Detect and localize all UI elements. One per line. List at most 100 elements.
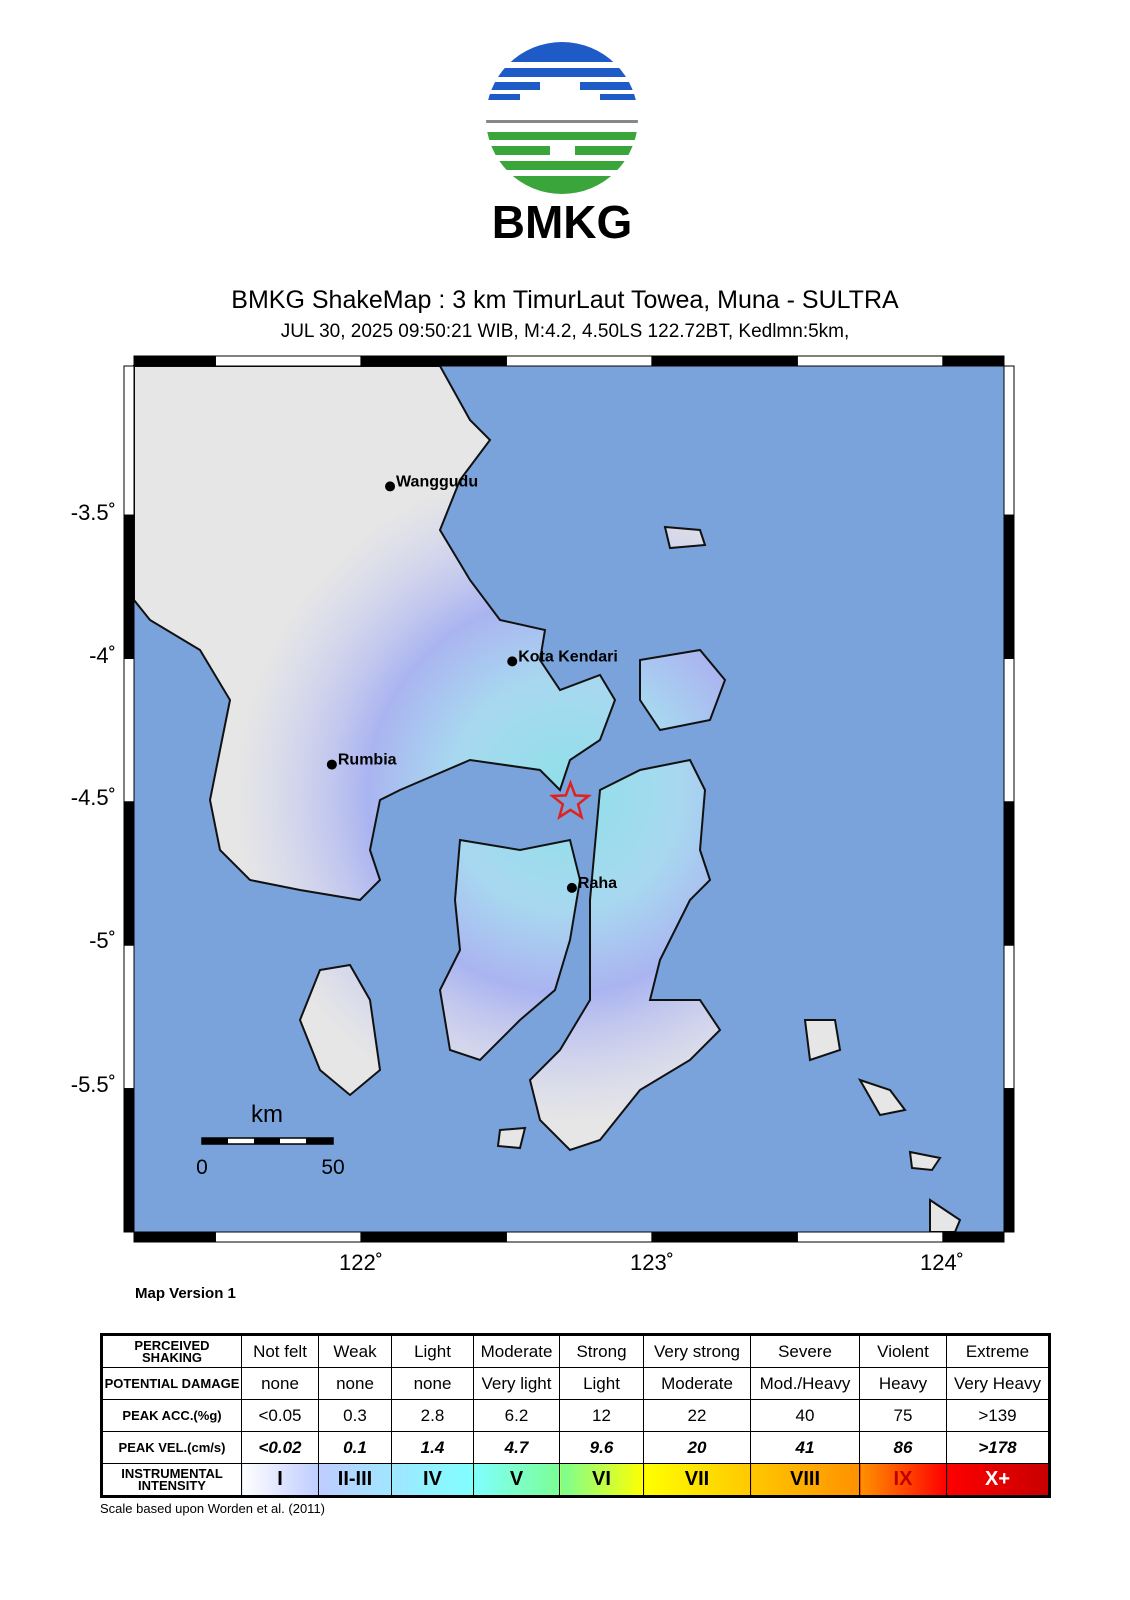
legend-acc-cell: 2.8	[391, 1399, 474, 1432]
event-details: JUL 30, 2025 09:50:21 WIB, M:4.2, 4.50LS…	[280, 321, 850, 342]
frame-segment	[214, 1231, 362, 1243]
scale-unit: km	[251, 1101, 283, 1128]
city-markers: Wanggudu Kota Kendari Rumbia Raha	[326, 473, 618, 893]
legend-vel-cell: <0.02	[241, 1431, 319, 1464]
map-frame	[123, 355, 1015, 1243]
scale-label-50: 50	[321, 1156, 344, 1179]
city-label: Wanggudu	[396, 473, 478, 490]
map-version: Map Version 1	[135, 1285, 236, 1302]
legend-acc-cell: 22	[643, 1399, 751, 1432]
frame-segment	[651, 1231, 798, 1243]
legend-acc-cell: >139	[946, 1399, 1050, 1432]
legend-acc-cell: <0.05	[241, 1399, 319, 1432]
legend-shaking-cell: Very strong	[643, 1334, 751, 1368]
lat-tick: -4.5˚	[70, 785, 116, 810]
logo-text: BMKG	[492, 196, 633, 248]
lon-tick-124: 124˚	[919, 1250, 965, 1275]
frame-segment	[214, 355, 362, 367]
lon-tick-123: 123˚	[629, 1250, 675, 1275]
frame-segment	[942, 1231, 1005, 1243]
legend-damage-cell: Heavy	[859, 1367, 947, 1400]
legend-shaking-cell: Weak	[318, 1334, 392, 1368]
legend-vel-cell: 0.1	[318, 1431, 392, 1464]
legend-vel-cell: 4.7	[473, 1431, 560, 1464]
legend-damage-cell: Light	[559, 1367, 644, 1400]
legend-damage-cell: Very Heavy	[946, 1367, 1050, 1400]
legend-acc-cell: 40	[750, 1399, 860, 1432]
legend-acc-cell: 75	[859, 1399, 947, 1432]
legend-shaking-cell: Moderate	[473, 1334, 560, 1368]
frame-segment	[123, 801, 135, 946]
row-header: POTENTIAL DAMAGE	[101, 1367, 242, 1400]
legend-damage-cell: none	[318, 1367, 392, 1400]
legend-intensity-cell: X+	[946, 1463, 1050, 1497]
frame-segment	[123, 514, 135, 659]
legend-damage-cell: none	[391, 1367, 474, 1400]
scale-bar: km 0 50	[196, 1101, 345, 1179]
legend-shaking-cell: Severe	[750, 1334, 860, 1368]
frame-segment	[651, 355, 798, 367]
legend-damage-cell: Moderate	[643, 1367, 751, 1400]
frame-segment	[1003, 365, 1015, 516]
legend-acc-cell: 6.2	[473, 1399, 560, 1432]
legend-intensity-cell: VI	[559, 1463, 644, 1497]
frame-segment	[796, 355, 944, 367]
frame-segment	[1003, 657, 1015, 803]
legend-intensity-cell: IV	[391, 1463, 474, 1497]
frame-segment	[505, 355, 653, 367]
legend-vel-cell: 86	[859, 1431, 947, 1464]
legend-shaking-cell: Light	[391, 1334, 474, 1368]
lat-tick: -4˚	[89, 643, 116, 668]
city-label: Rumbia	[338, 752, 397, 769]
map-title: BMKG ShakeMap : 3 km TimurLaut Towea, Mu…	[231, 286, 899, 314]
city-dot	[566, 882, 577, 893]
lat-tick: -3.5˚	[70, 500, 116, 525]
lat-tick: -5.5˚	[70, 1072, 116, 1097]
shakemap: Wanggudu Kota Kendari Rumbia Raha km 0 50	[123, 355, 1015, 1243]
frame-segment	[123, 1088, 135, 1233]
city-dot	[507, 656, 518, 667]
row-header: INSTRUMENTAL INTENSITY	[101, 1463, 242, 1497]
legend-intensity-cell: I	[241, 1463, 319, 1497]
frame-segment	[123, 365, 135, 516]
legend-vel-cell: 9.6	[559, 1431, 644, 1464]
frame-segment	[123, 657, 135, 803]
frame-segment	[1003, 801, 1015, 946]
legend-shaking-cell: Not felt	[241, 1334, 319, 1368]
frame-segment	[942, 355, 1005, 367]
city-dot	[385, 481, 396, 492]
legend-vel-cell: 1.4	[391, 1431, 474, 1464]
legend-vel-cell: 41	[750, 1431, 860, 1464]
legend-shaking-cell: Extreme	[946, 1334, 1050, 1368]
bmkg-logo: BMKG	[486, 42, 638, 248]
legend-intensity-cell: VIII	[750, 1463, 860, 1497]
lon-tick-122: 122˚	[338, 1250, 384, 1275]
row-header: PERCEIVED SHAKING	[101, 1334, 242, 1368]
legend-shaking-cell: Strong	[559, 1334, 644, 1368]
legend-shaking-cell: Violent	[859, 1334, 947, 1368]
legend-intensity-cell: IX	[859, 1463, 947, 1497]
legend-acc-cell: 0.3	[318, 1399, 392, 1432]
frame-segment	[796, 1231, 944, 1243]
frame-segment	[1003, 514, 1015, 659]
epicenter-star-icon	[549, 779, 592, 821]
city-dot	[326, 759, 337, 770]
frame-segment	[133, 355, 216, 367]
frame-segment	[1003, 1088, 1015, 1233]
intensity-legend: PERCEIVED SHAKING Not felt Weak Light Modera…	[100, 1333, 1051, 1498]
frame-segment	[123, 944, 135, 1090]
legend-damage-cell: Very light	[473, 1367, 560, 1400]
scale-label-0: 0	[196, 1156, 208, 1179]
frame-segment	[1003, 944, 1015, 1090]
legend-vel-cell: 20	[643, 1431, 751, 1464]
row-header: PEAK VEL.(cm/s)	[101, 1431, 242, 1464]
lat-tick: -5˚	[89, 928, 116, 953]
scale-credit: Scale based upon Worden et al. (2011)	[100, 1501, 325, 1516]
frame-segment	[360, 1231, 507, 1243]
city-label: Kota Kendari	[518, 648, 618, 665]
frame-segment	[360, 355, 507, 367]
legend-vel-cell: >178	[946, 1431, 1050, 1464]
legend-intensity-cell: II-III	[318, 1463, 392, 1497]
legend-damage-cell: Mod./Heavy	[750, 1367, 860, 1400]
frame-segment	[133, 1231, 216, 1243]
